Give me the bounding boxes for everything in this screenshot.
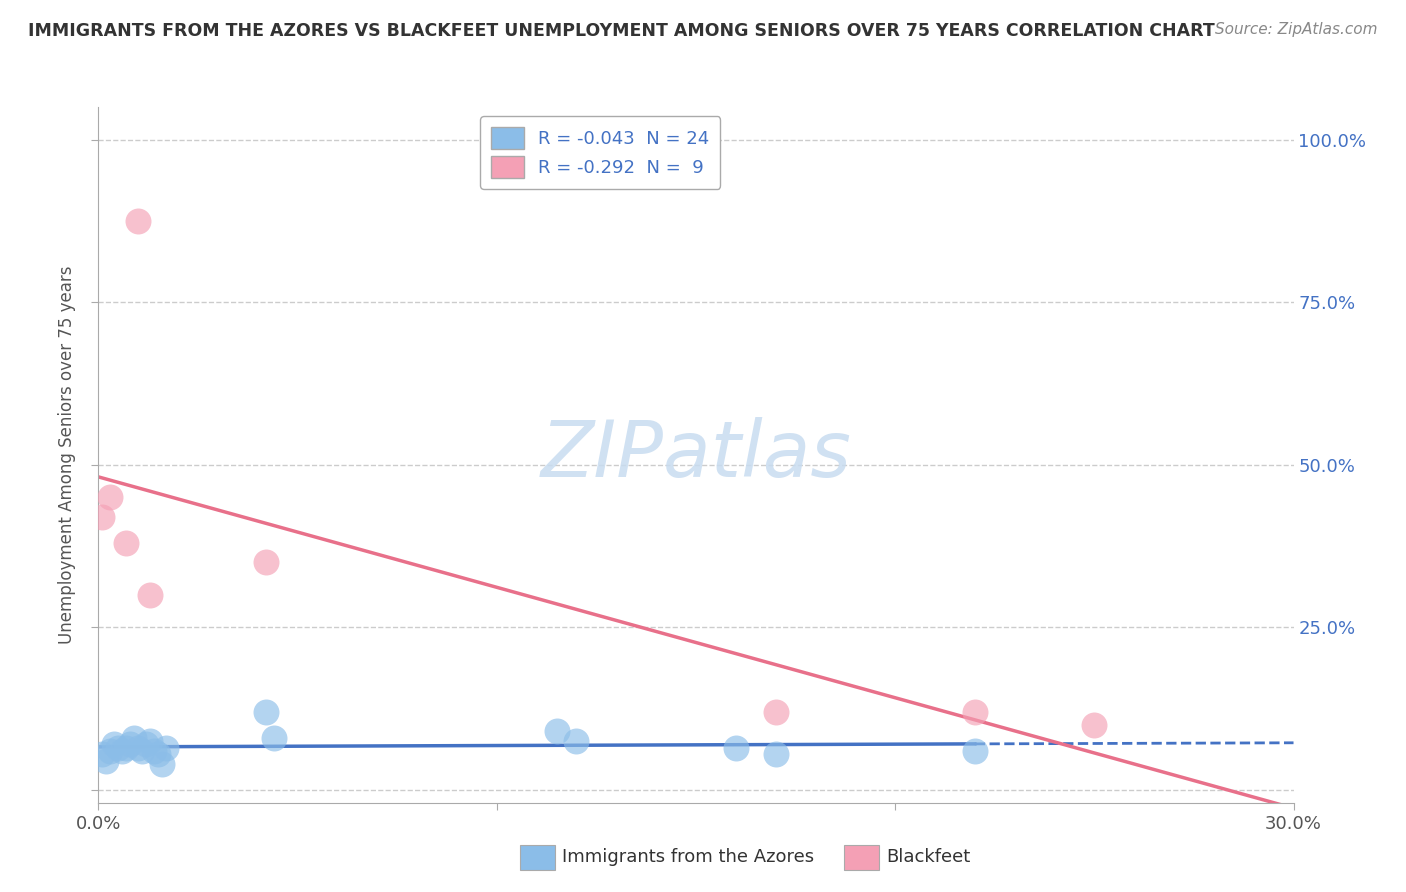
Point	[107, 740, 129, 755]
Point	[963, 744, 986, 758]
Point	[254, 555, 277, 569]
Point	[131, 744, 153, 758]
Point	[155, 740, 177, 755]
Point	[139, 588, 162, 602]
Text: Source: ZipAtlas.com: Source: ZipAtlas.com	[1215, 22, 1378, 37]
Point	[724, 740, 747, 755]
Point	[254, 705, 277, 719]
Point	[127, 740, 149, 755]
Text: Immigrants from the Azores: Immigrants from the Azores	[562, 848, 814, 866]
Text: ZIPatlas: ZIPatlas	[540, 417, 852, 493]
Point	[115, 740, 138, 755]
Text: IMMIGRANTS FROM THE AZORES VS BLACKFEET UNEMPLOYMENT AMONG SENIORS OVER 75 YEARS: IMMIGRANTS FROM THE AZORES VS BLACKFEET …	[28, 22, 1215, 40]
Point	[91, 747, 114, 761]
Point	[765, 705, 787, 719]
Point	[765, 747, 787, 761]
Legend: R = -0.043  N = 24, R = -0.292  N =  9: R = -0.043 N = 24, R = -0.292 N = 9	[481, 116, 720, 189]
Point	[143, 744, 166, 758]
Point	[148, 747, 170, 761]
Point	[124, 731, 146, 745]
Point	[546, 724, 568, 739]
Point	[120, 737, 142, 751]
Point	[263, 731, 285, 745]
Point	[96, 754, 118, 768]
Point	[135, 737, 157, 751]
Point	[963, 705, 986, 719]
Point	[111, 744, 134, 758]
Point	[127, 214, 149, 228]
Point	[91, 509, 114, 524]
Point	[150, 756, 173, 771]
Point	[100, 490, 122, 504]
Point	[139, 734, 162, 748]
Point	[115, 535, 138, 549]
Y-axis label: Unemployment Among Seniors over 75 years: Unemployment Among Seniors over 75 years	[58, 266, 76, 644]
Point	[100, 744, 122, 758]
Text: Blackfeet: Blackfeet	[886, 848, 970, 866]
Point	[1083, 718, 1105, 732]
Point	[565, 734, 588, 748]
Point	[103, 737, 125, 751]
